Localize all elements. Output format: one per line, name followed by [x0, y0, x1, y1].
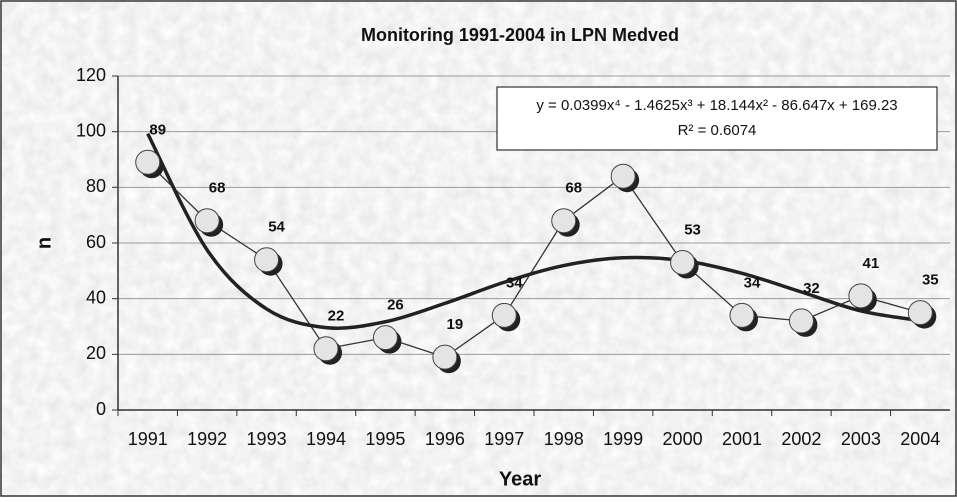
x-axis-label: Year — [499, 468, 541, 490]
x-tick-label: 1995 — [365, 429, 405, 449]
marker — [491, 302, 517, 328]
y-tick-label: 100 — [76, 120, 106, 140]
y-tick-label: 120 — [76, 65, 106, 85]
x-tick-label: 2001 — [722, 429, 762, 449]
x-tick-label: 2002 — [781, 429, 821, 449]
x-tick-label: 2000 — [663, 429, 703, 449]
marker — [670, 249, 696, 275]
data-label: 34 — [506, 274, 523, 291]
y-tick-label: 60 — [86, 232, 106, 252]
marker — [907, 300, 933, 326]
data-label: 32 — [803, 280, 820, 297]
trendline-r2: R² = 0.6074 — [678, 122, 757, 139]
marker — [313, 336, 339, 362]
marker — [254, 247, 280, 273]
marker — [135, 149, 161, 175]
marker — [551, 208, 577, 234]
x-tick-label: 1994 — [306, 429, 346, 449]
x-tick-label: 1996 — [425, 429, 465, 449]
x-tick-label: 1993 — [247, 429, 287, 449]
x-tick-label: 1998 — [544, 429, 584, 449]
texture — [2, 2, 955, 495]
data-label: 53 — [684, 221, 701, 238]
equation-box — [496, 86, 938, 151]
x-tick-label: 1997 — [484, 429, 524, 449]
x-tick-label: 1991 — [128, 429, 168, 449]
chart-title: Monitoring 1991-2004 in LPN Medved — [361, 25, 679, 45]
marker — [729, 302, 755, 328]
y-axis-label: n — [33, 237, 55, 249]
marker — [372, 325, 398, 351]
data-label: 22 — [328, 308, 345, 325]
marker — [788, 308, 814, 334]
x-tick-label: 2003 — [841, 429, 881, 449]
data-label: 35 — [922, 272, 939, 289]
marker — [432, 344, 458, 370]
data-label: 34 — [744, 274, 761, 291]
data-label: 68 — [209, 180, 226, 197]
data-label: 41 — [863, 255, 880, 272]
x-tick-label: 1992 — [187, 429, 227, 449]
marker — [194, 208, 220, 234]
trendline — [146, 132, 921, 330]
x-tick-label: 2004 — [900, 429, 940, 449]
data-label: 54 — [268, 219, 285, 236]
y-tick-label: 80 — [86, 176, 106, 196]
data-label: 26 — [387, 297, 404, 314]
y-tick-label: 40 — [86, 287, 106, 307]
data-label: 89 — [149, 121, 166, 138]
trendline-equation: y = 0.0399x⁴ - 1.4625x³ + 18.144x² - 86.… — [536, 97, 897, 114]
data-label: 19 — [447, 316, 464, 333]
data-label: 68 — [565, 180, 582, 197]
marker — [848, 283, 874, 309]
marker — [610, 163, 636, 189]
y-tick-label: 20 — [86, 343, 106, 363]
x-tick-label: 1999 — [603, 429, 643, 449]
y-tick-label: 0 — [96, 399, 106, 419]
